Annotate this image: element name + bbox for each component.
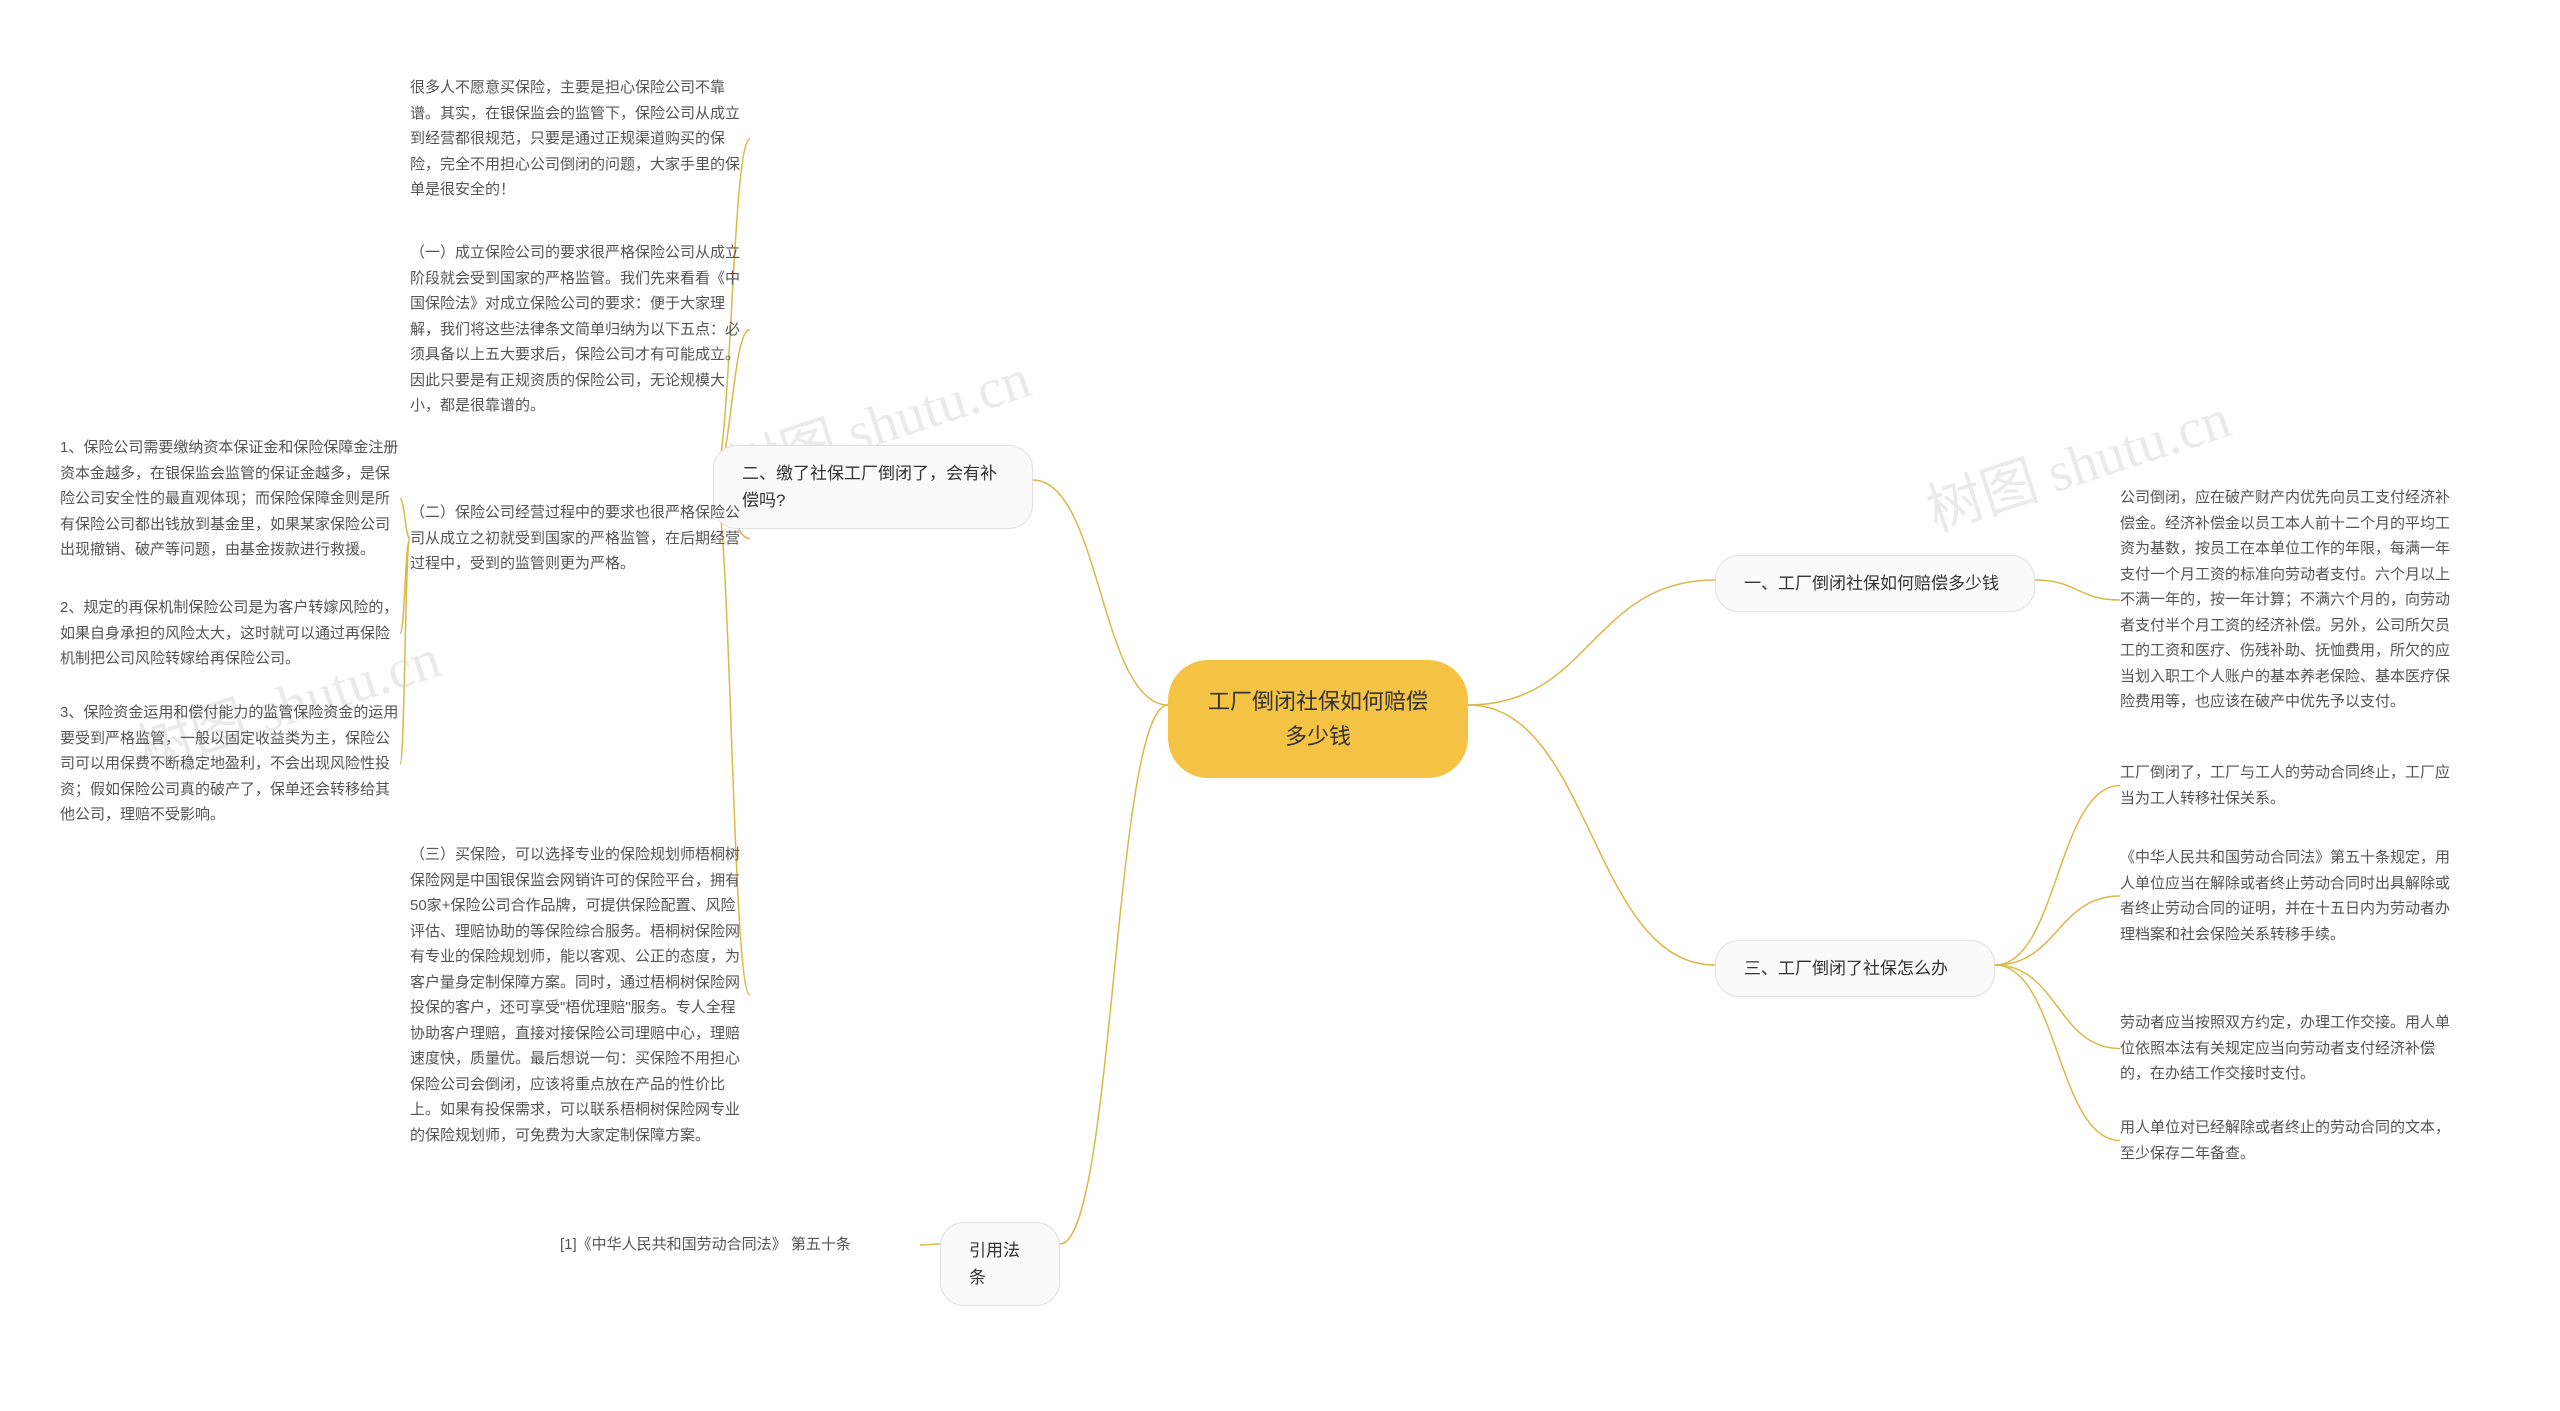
leaf-node: 《中华人民共和国劳动合同法》第五十条规定，用人单位应当在解除或者终止劳动合同时出… <box>2120 845 2460 947</box>
leaf-node: 公司倒闭，应在破产财产内优先向员工支付经济补偿金。经济补偿金以员工本人前十二个月… <box>2120 485 2460 715</box>
center-node: 工厂倒闭社保如何赔偿多少钱 <box>1168 660 1468 778</box>
leaf-node: 劳动者应当按照双方约定，办理工作交接。用人单位依照本法有关规定应当向劳动者支付经… <box>2120 1010 2460 1087</box>
leaf-node: 3、保险资金运用和偿付能力的监管保险资金的运用要受到严格监管，一般以固定收益类为… <box>60 700 400 828</box>
leaf-node: 工厂倒闭了，工厂与工人的劳动合同终止，工厂应当为工人转移社保关系。 <box>2120 760 2460 811</box>
leaf-node: [1]《中华人民共和国劳动合同法》 第五十条 <box>560 1232 900 1258</box>
leaf-node: 很多人不愿意买保险，主要是担心保险公司不靠谱。其实，在银保监会的监管下，保险公司… <box>410 75 750 203</box>
branch-label: 引用法条 <box>969 1241 1020 1287</box>
branch-label: 一、工厂倒闭社保如何赔偿多少钱 <box>1744 574 1999 593</box>
leaf-node: （一）成立保险公司的要求很严格保险公司从成立阶段就会受到国家的严格监管。我们先来… <box>410 240 750 419</box>
leaf-node: （二）保险公司经营过程中的要求也很严格保险公司从成立之初就受到国家的严格监管，在… <box>410 500 750 577</box>
branch-node: 三、工厂倒闭了社保怎么办 <box>1715 940 1995 997</box>
branch-node: 一、工厂倒闭社保如何赔偿多少钱 <box>1715 555 2035 612</box>
center-text: 工厂倒闭社保如何赔偿多少钱 <box>1208 689 1428 749</box>
branch-node: 引用法条 <box>940 1222 1060 1306</box>
branch-node: 二、缴了社保工厂倒闭了，会有补偿吗? <box>713 445 1033 529</box>
branch-label: 三、工厂倒闭了社保怎么办 <box>1744 959 1948 978</box>
branch-label: 二、缴了社保工厂倒闭了，会有补偿吗? <box>742 464 997 510</box>
leaf-node: 1、保险公司需要缴纳资本保证金和保险保障金注册资本金越多，在银保监会监管的保证金… <box>60 435 400 563</box>
leaf-node: （三）买保险，可以选择专业的保险规划师梧桐树保险网是中国银保监会网销许可的保险平… <box>410 842 750 1148</box>
leaf-node: 2、规定的再保机制保险公司是为客户转嫁风险的，如果自身承担的风险太大，这时就可以… <box>60 595 400 672</box>
leaf-node: 用人单位对已经解除或者终止的劳动合同的文本，至少保存二年备查。 <box>2120 1115 2460 1166</box>
